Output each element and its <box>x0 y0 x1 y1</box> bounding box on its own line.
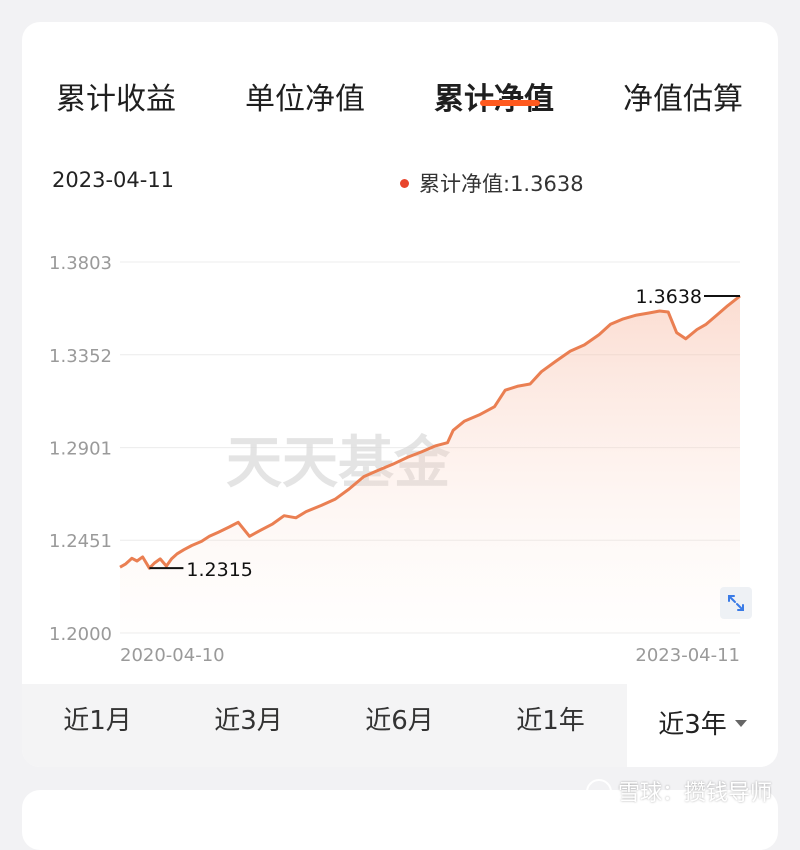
tab-nav-estimate[interactable]: 净值估算 <box>623 82 743 117</box>
x-tick-label: 2023-04-11 <box>635 645 740 666</box>
caret-down-icon <box>734 720 747 727</box>
fund-chart-card: 累计收益 单位净值 累计净值 净值估算 2023-04-11 累计净值:1.36… <box>22 22 778 767</box>
legend: 累计净值:1.3638 <box>400 168 584 198</box>
chart-tabs: 累计收益 单位净值 累计净值 净值估算 <box>22 22 778 142</box>
legend-label: 累计净值:1.3638 <box>419 172 584 196</box>
active-tab-indicator <box>480 100 540 106</box>
footer-watermark-text: 雪球：攒钱导师 <box>618 781 773 806</box>
range-3-years[interactable]: 近3年 <box>627 684 778 767</box>
nav-area <box>120 296 740 633</box>
max-value-label: 1.3638 <box>636 286 702 308</box>
y-tick-label: 1.2901 <box>49 439 112 460</box>
legend-dot-icon <box>400 178 409 188</box>
y-tick-label: 1.3803 <box>49 253 112 274</box>
range-1-year[interactable]: 近1年 <box>516 706 585 736</box>
y-tick-label: 1.3352 <box>49 346 112 367</box>
expand-button[interactable] <box>720 587 752 619</box>
min-value-label: 1.2315 <box>186 559 252 581</box>
range-6-months[interactable]: 近6月 <box>365 706 434 736</box>
y-tick-label: 1.2451 <box>49 531 112 552</box>
range-1-month[interactable]: 近1月 <box>63 706 132 736</box>
y-tick-label: 1.2000 <box>49 624 112 645</box>
snowball-logo-icon <box>586 779 612 805</box>
tab-cumulative-return[interactable]: 累计收益 <box>56 82 176 117</box>
tab-unit-nav[interactable]: 单位净值 <box>245 82 365 117</box>
x-tick-label: 2020-04-10 <box>120 645 225 666</box>
nav-line <box>119 294 741 570</box>
range-selector: 近1月 近3月 近6月 近1年 近3年 <box>22 684 778 767</box>
nav-chart[interactable]: 天天基金 1.38031.33521.29011.24511.20002020-… <box>22 22 778 684</box>
selected-date: 2023-04-11 <box>52 168 175 192</box>
expand-icon <box>728 595 744 611</box>
range-3-months[interactable]: 近3月 <box>214 706 283 736</box>
tab-cumulative-nav[interactable]: 累计净值 <box>434 74 554 118</box>
range-3-years-label: 近3年 <box>658 710 727 740</box>
footer-watermark: 雪球：攒钱导师 <box>586 775 773 806</box>
